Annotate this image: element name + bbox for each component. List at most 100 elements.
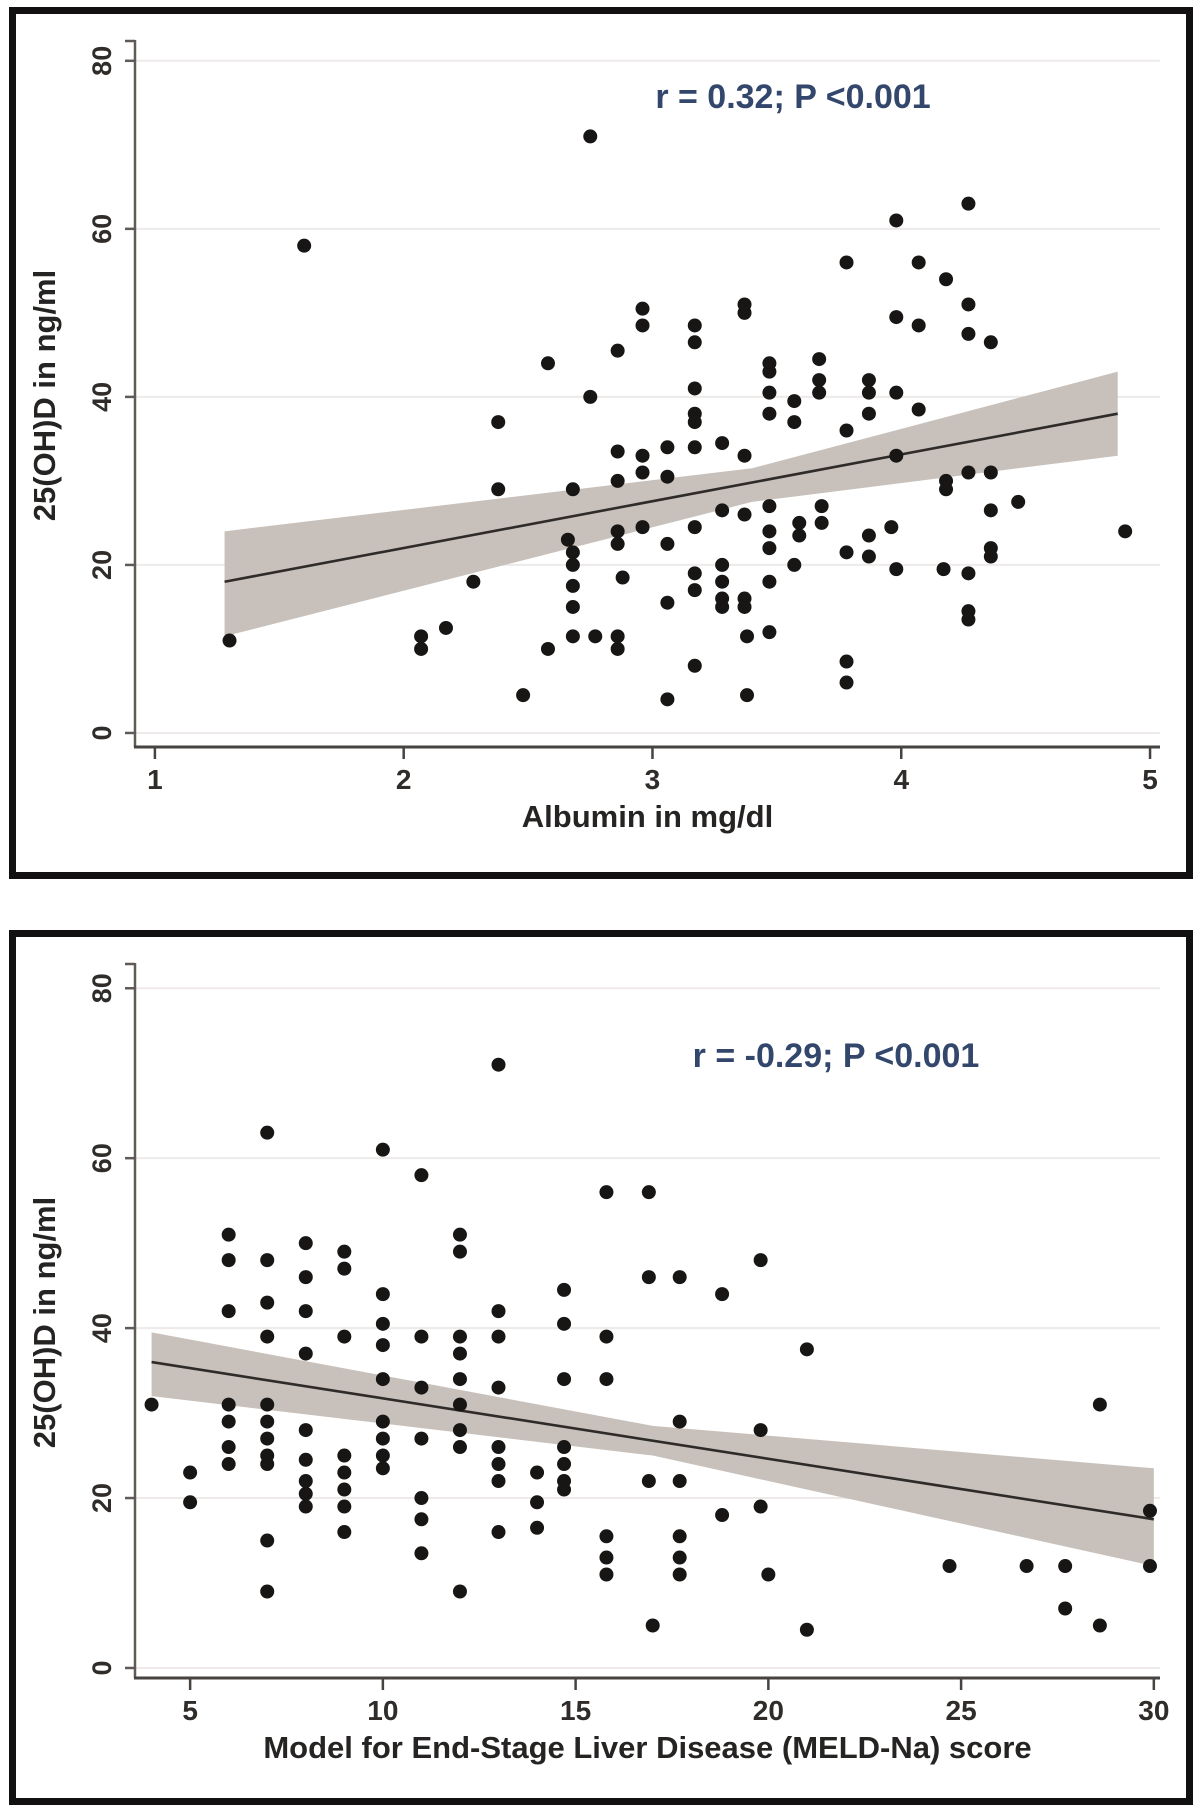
data-point bbox=[635, 301, 650, 316]
data-point bbox=[221, 1304, 236, 1319]
svg-text:2: 2 bbox=[396, 764, 412, 795]
svg-text:20: 20 bbox=[87, 550, 117, 580]
data-point bbox=[337, 1329, 352, 1344]
correlation-annotation: r = -0.29; P <0.001 bbox=[693, 1037, 980, 1075]
data-point bbox=[635, 520, 650, 535]
data-point bbox=[911, 402, 926, 417]
data-point bbox=[414, 1512, 429, 1527]
data-point bbox=[1142, 1559, 1157, 1574]
data-point bbox=[889, 448, 904, 463]
data-point bbox=[221, 1414, 236, 1429]
data-point bbox=[298, 1304, 313, 1319]
data-point bbox=[635, 465, 650, 480]
data-point bbox=[753, 1423, 768, 1438]
regression-line bbox=[224, 412, 1118, 584]
data-point bbox=[942, 1559, 957, 1574]
x-tick-labels: 1 2 3 4 5 bbox=[147, 747, 1158, 795]
data-point bbox=[491, 1380, 506, 1395]
data-point bbox=[715, 599, 730, 614]
data-point bbox=[861, 406, 876, 421]
data-point bbox=[1092, 1397, 1107, 1412]
data-point bbox=[375, 1431, 390, 1446]
data-point bbox=[812, 373, 827, 388]
data-point bbox=[983, 549, 998, 564]
data-point bbox=[961, 465, 976, 480]
points-layer bbox=[144, 1057, 1157, 1637]
meld-scatter-chart: 0 20 40 60 80 5 10 15 20 25 30 Model for End-Stage … bbox=[27, 962, 1169, 1765]
svg-text:40: 40 bbox=[87, 1313, 117, 1343]
data-point bbox=[672, 1270, 687, 1285]
data-point bbox=[298, 1499, 313, 1514]
data-point bbox=[491, 1457, 506, 1472]
data-point bbox=[660, 536, 675, 551]
data-point bbox=[911, 318, 926, 333]
data-point bbox=[599, 1372, 614, 1387]
svg-text:15: 15 bbox=[560, 1695, 591, 1726]
data-point bbox=[221, 1227, 236, 1242]
data-point bbox=[687, 335, 702, 350]
svg-text:40: 40 bbox=[87, 382, 117, 412]
data-point bbox=[557, 1282, 572, 1297]
data-point bbox=[530, 1465, 545, 1480]
data-point bbox=[936, 562, 951, 577]
data-point bbox=[610, 444, 625, 459]
data-point bbox=[599, 1185, 614, 1200]
data-point bbox=[839, 675, 854, 690]
svg-text:3: 3 bbox=[645, 764, 661, 795]
data-point bbox=[260, 1397, 275, 1412]
data-point bbox=[260, 1431, 275, 1446]
data-point bbox=[491, 1329, 506, 1344]
data-point bbox=[814, 499, 829, 514]
data-point bbox=[414, 1380, 429, 1395]
data-point bbox=[540, 641, 555, 656]
data-point bbox=[337, 1448, 352, 1463]
y-tick-labels: 0 20 40 60 80 bbox=[87, 962, 135, 1675]
data-point bbox=[715, 503, 730, 518]
data-point bbox=[144, 1397, 159, 1412]
data-point bbox=[260, 1125, 275, 1140]
data-point bbox=[799, 1622, 814, 1637]
data-point bbox=[565, 557, 580, 572]
data-point bbox=[687, 440, 702, 455]
data-point bbox=[298, 1452, 313, 1467]
data-point bbox=[672, 1474, 687, 1489]
data-point bbox=[737, 599, 752, 614]
data-point bbox=[762, 625, 777, 640]
svg-text:80: 80 bbox=[87, 973, 117, 1003]
data-point bbox=[452, 1227, 467, 1242]
data-point bbox=[889, 310, 904, 325]
data-point bbox=[452, 1423, 467, 1438]
data-point bbox=[761, 1567, 776, 1582]
data-point bbox=[615, 570, 630, 585]
data-point bbox=[516, 688, 531, 703]
data-point bbox=[762, 499, 777, 514]
data-point bbox=[298, 1423, 313, 1438]
data-point bbox=[540, 356, 555, 371]
data-point bbox=[983, 465, 998, 480]
svg-text:0: 0 bbox=[87, 725, 117, 740]
data-point bbox=[961, 566, 976, 581]
data-point bbox=[375, 1461, 390, 1476]
y-axis-title: 25(OH)D in ng/ml bbox=[27, 1197, 62, 1448]
data-point bbox=[687, 415, 702, 430]
data-point bbox=[452, 1346, 467, 1361]
svg-text:20: 20 bbox=[87, 1483, 117, 1513]
gridlines bbox=[135, 59, 1160, 734]
data-point bbox=[491, 482, 506, 497]
data-point bbox=[645, 1618, 660, 1633]
svg-text:4: 4 bbox=[893, 764, 909, 795]
data-point bbox=[839, 654, 854, 669]
svg-text:10: 10 bbox=[367, 1695, 398, 1726]
data-point bbox=[861, 385, 876, 400]
confidence-band bbox=[224, 371, 1118, 637]
data-point bbox=[787, 557, 802, 572]
data-point bbox=[491, 1525, 506, 1540]
albumin-chart-panel: 0 20 40 60 80 1 2 3 4 5 Albumin in mg/dl 25(OH)D in… bbox=[9, 7, 1193, 879]
data-point bbox=[375, 1372, 390, 1387]
data-point bbox=[610, 524, 625, 539]
meld-chart-panel: 0 20 40 60 80 5 10 15 20 25 30 Model for End-Stage … bbox=[9, 930, 1193, 1805]
data-point bbox=[221, 1253, 236, 1268]
data-point bbox=[787, 394, 802, 409]
data-point bbox=[737, 448, 752, 463]
data-point bbox=[672, 1567, 687, 1582]
